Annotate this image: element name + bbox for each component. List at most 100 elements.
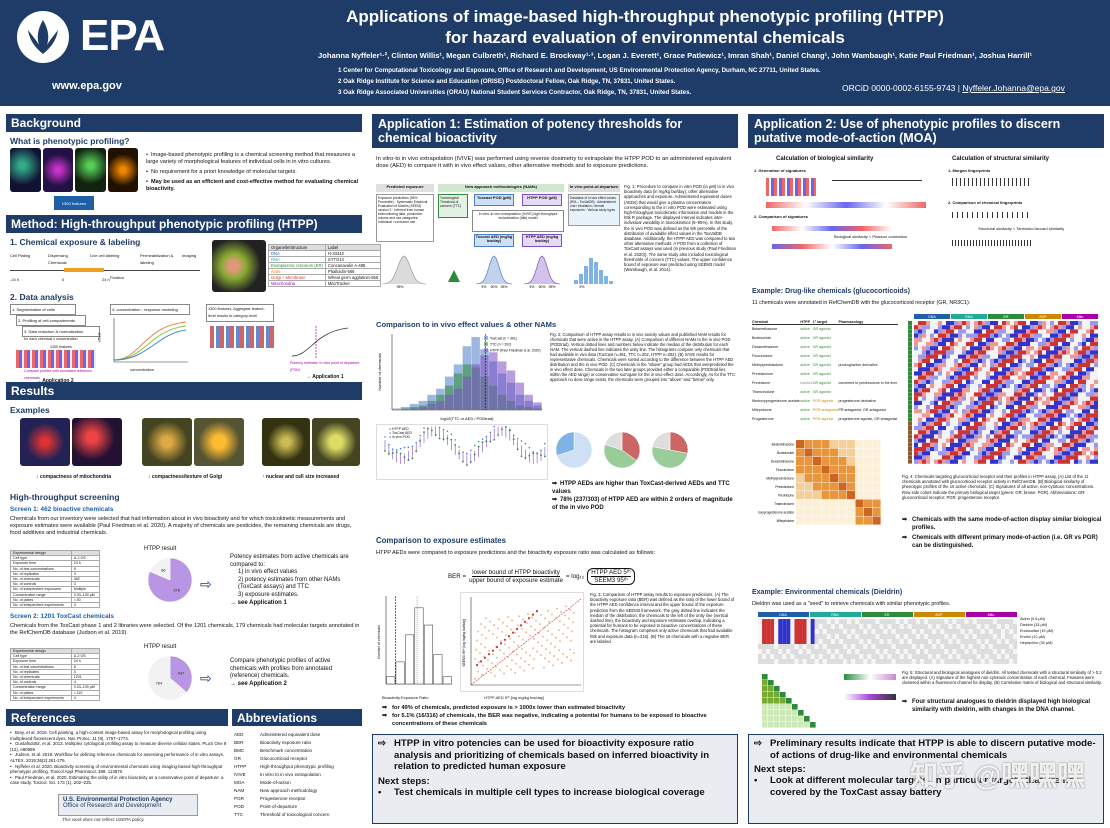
similarity-cell — [830, 508, 839, 517]
heat-cell — [1038, 421, 1042, 426]
epa-footer-box: U.S. Environmental Protection Agency Off… — [58, 794, 198, 816]
heat-cell — [942, 447, 946, 452]
heat-cell — [968, 654, 973, 659]
heat-cell — [966, 342, 970, 347]
heat-cell — [926, 371, 930, 376]
heat-cell — [1086, 379, 1090, 384]
heat-cell — [970, 329, 974, 334]
heat-cell — [922, 329, 926, 334]
heat-cell — [1066, 354, 1070, 359]
heat-cell — [950, 426, 954, 431]
heat-cell — [984, 629, 989, 634]
heat-cell — [871, 644, 876, 649]
legend-swatch — [484, 348, 488, 352]
scatter-point — [566, 636, 568, 639]
heat-cell — [950, 459, 954, 464]
heat-cell — [1062, 333, 1066, 338]
heat-cell — [968, 619, 973, 624]
heat-cell — [960, 649, 965, 654]
heat-cell — [958, 388, 962, 393]
heat-cell — [950, 379, 954, 384]
invivo-point — [481, 441, 484, 444]
heat-cell — [1078, 379, 1082, 384]
heat-cell — [974, 354, 978, 359]
heat-cell — [990, 375, 994, 380]
heat-cell — [1006, 371, 1010, 376]
negative-ber-point — [483, 656, 487, 659]
abbreviation-table: AED Administered equivalent dose BER Bioac… — [234, 731, 334, 818]
heat-cell — [1030, 342, 1034, 347]
heat-cell — [1042, 346, 1046, 351]
heat-cell — [1086, 350, 1090, 355]
heat-cell — [1042, 379, 1046, 384]
heat-cell — [762, 619, 767, 624]
heat-cell — [1026, 459, 1030, 464]
similarity-cell — [847, 516, 856, 525]
heat-cell — [802, 649, 807, 654]
heat-cell — [922, 379, 926, 384]
heat-cell — [956, 654, 961, 659]
similarity-cell — [864, 508, 873, 517]
background-bullets: • Image-based phenotypic profiling is a c… — [146, 152, 360, 193]
heat-cell — [1018, 346, 1022, 351]
corr-cell — [780, 692, 786, 698]
heat-cell — [954, 409, 958, 414]
scatter-point — [559, 640, 561, 643]
heat-cell — [1062, 371, 1066, 376]
orcid: ORCiD 0000-0002-6155-9743 | — [842, 83, 960, 93]
heat-cell — [1058, 455, 1062, 460]
email-link[interactable]: Nyffeler.Johanna@epa.gov — [962, 83, 1065, 93]
heat-cell — [818, 644, 823, 649]
heat-cell — [1094, 342, 1098, 347]
heat-cell — [926, 329, 930, 334]
heat-cell — [960, 654, 965, 659]
heat-cell — [1014, 363, 1018, 368]
epa-url[interactable]: www.epa.gov — [52, 80, 122, 92]
scatter-point — [552, 664, 554, 667]
heat-cell — [875, 639, 880, 644]
heat-cell — [950, 371, 954, 376]
heat-cell — [990, 379, 994, 384]
scatter-point — [504, 643, 506, 646]
heat-cell — [952, 634, 957, 639]
heat-cell — [1006, 325, 1010, 330]
heat-cell — [1026, 346, 1030, 351]
heat-cell — [1094, 346, 1098, 351]
heat-cell — [954, 400, 958, 405]
app2-results-2: ➡ Four structural analogues to dieldrin d… — [902, 699, 1091, 713]
invivo-point — [508, 429, 511, 432]
heat-cell — [958, 455, 962, 460]
heat-cell — [1038, 358, 1042, 363]
heat-cell — [786, 644, 791, 649]
heat-cell — [978, 400, 982, 405]
corr-cell — [774, 716, 780, 722]
exposure-heading: Comparison to exposure estimates — [376, 536, 506, 545]
heat-cell — [830, 644, 835, 649]
heat-cell — [926, 354, 930, 359]
invivo-point — [497, 433, 499, 436]
heat-cell — [806, 639, 811, 644]
heat-cell — [814, 619, 819, 624]
heat-cell — [954, 371, 958, 376]
heat-cell — [946, 388, 950, 393]
heat-cell — [986, 321, 990, 326]
heat-cell — [1038, 329, 1042, 334]
heat-cell — [1034, 358, 1038, 363]
heat-cell — [930, 354, 934, 359]
heat-cell — [988, 619, 993, 624]
heat-cell — [1026, 379, 1030, 384]
heat-cell — [974, 367, 978, 372]
heat-cell — [1026, 363, 1030, 368]
heat-cell — [855, 634, 860, 639]
heat-cell — [1094, 333, 1098, 338]
scatter-point — [476, 639, 478, 642]
scatter-point — [480, 623, 482, 625]
heat-cell — [970, 451, 974, 456]
heat-cell — [918, 447, 922, 452]
heat-cell — [994, 384, 998, 389]
similarity-cell — [864, 474, 873, 483]
heat-cell — [1002, 434, 1006, 439]
references-heading: References — [6, 709, 228, 726]
heat-cell — [920, 619, 925, 624]
